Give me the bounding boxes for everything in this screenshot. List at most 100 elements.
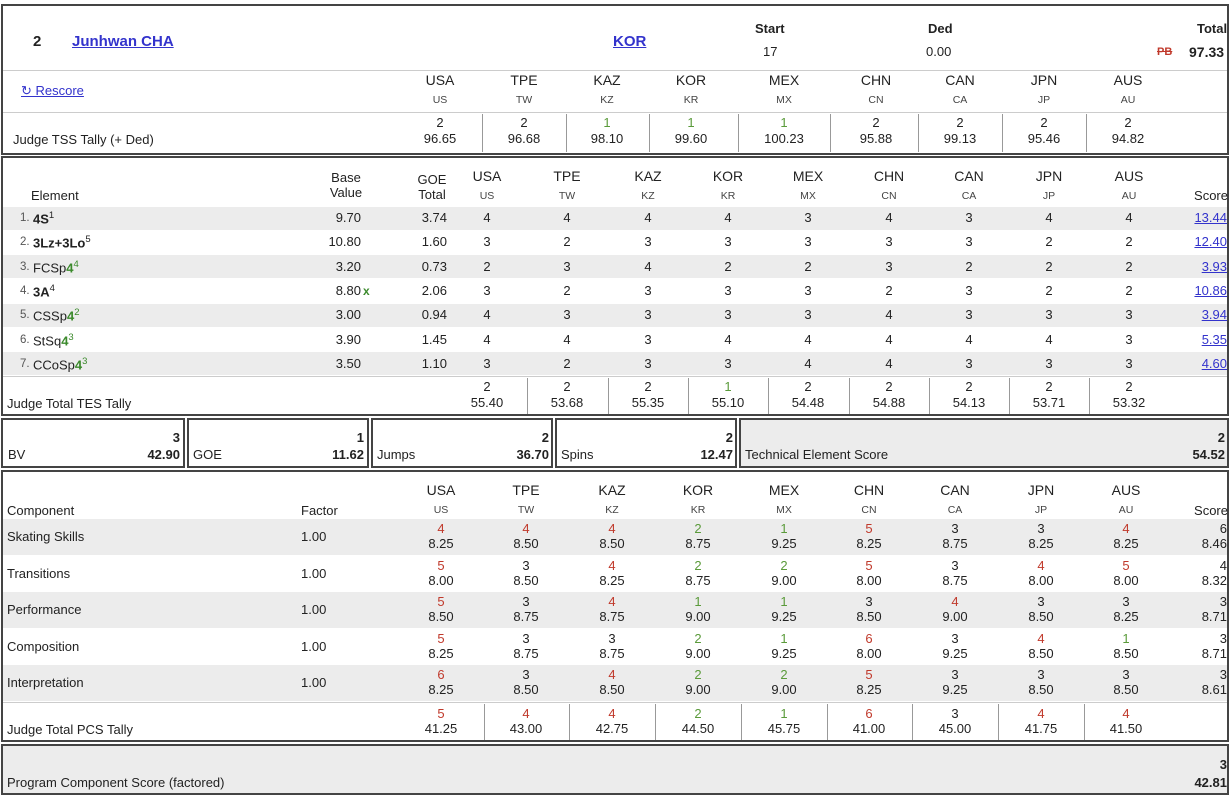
- elements-panel: Element Base Value GOE Total Score USA US…: [1, 156, 1229, 416]
- skater-nation-link[interactable]: KOR: [613, 33, 647, 50]
- element-num: 2.: [20, 236, 30, 249]
- el-judge-country-mx: MEX: [792, 168, 824, 184]
- element-judge-goe: 3: [804, 282, 812, 298]
- component-judge-rank: 6: [437, 667, 445, 683]
- el-judge-country-jp: JPN: [1035, 168, 1063, 184]
- element-score-link[interactable]: 3.94: [1201, 307, 1227, 323]
- element-judge-goe: 2: [1045, 234, 1053, 250]
- element-judge-goe: 3: [563, 307, 571, 323]
- element-score-link[interactable]: 13.44: [1194, 210, 1227, 225]
- element-code: CCoSp43: [33, 356, 87, 372]
- element-score-link[interactable]: 5.35: [1201, 331, 1227, 347]
- component-judge-mark: 8.25: [428, 536, 454, 551]
- el-judge-country-us: USA: [472, 168, 502, 184]
- el-judge-code-us: US: [479, 190, 495, 202]
- element-judge-goe: 3: [965, 234, 973, 250]
- judge-code-tw: TW: [515, 94, 533, 106]
- el-judge-code-jp: JP: [1042, 190, 1056, 202]
- element-score-link[interactable]: 4.60: [1201, 355, 1227, 371]
- skater-rank: 2: [33, 33, 42, 50]
- element-code: 4S1: [33, 210, 54, 226]
- component-judge-rank: 1: [1122, 630, 1130, 646]
- tes-value: 53.32: [1112, 395, 1146, 410]
- element-judge-goe: 3: [804, 210, 812, 225]
- ded-value: 0.00: [926, 44, 952, 59]
- tes-divider: [1089, 378, 1090, 414]
- element-goe: 1.60: [421, 234, 447, 250]
- el-judge-code-kz: KZ: [641, 190, 655, 202]
- component-judge-rank: 6: [865, 630, 873, 646]
- tes-rank: 2: [644, 379, 652, 394]
- pc-judge-code-au: AU: [1118, 504, 1134, 516]
- element-judge-goe: 4: [885, 307, 893, 323]
- component-judge-rank: 4: [608, 594, 616, 610]
- pb-badge: PB: [1157, 46, 1173, 58]
- element-judge-goe: 3: [1045, 307, 1053, 323]
- tss-rank: 2: [872, 115, 880, 130]
- element-num: 4.: [20, 284, 30, 297]
- tss-rank: 2: [436, 115, 444, 130]
- rescore-link[interactable]: ↻ Rescore: [21, 83, 84, 98]
- jumps-value: 36.70: [516, 447, 549, 462]
- element-judge-goe: 4: [483, 210, 491, 225]
- element-code: 3A4: [33, 283, 55, 299]
- component-judge-rank: 4: [608, 521, 616, 536]
- judge-code-cn: CN: [868, 94, 884, 106]
- bv-rank: 3: [172, 430, 180, 445]
- element-judge-goe: 3: [1045, 355, 1053, 371]
- element-level: 4: [61, 332, 69, 348]
- tes-rank: 2: [804, 379, 812, 394]
- judge-country-au: AUS: [1113, 72, 1143, 88]
- component-score-rank: 3: [1219, 630, 1227, 646]
- goe-value: 11.62: [332, 447, 364, 462]
- skater-name-link[interactable]: Junhwan CHA: [72, 33, 174, 50]
- start-value: 17: [763, 44, 778, 59]
- component-judge-mark: 8.75: [685, 536, 711, 551]
- element-score-link[interactable]: 10.86: [1194, 282, 1227, 298]
- judge-country-us: USA: [425, 72, 455, 88]
- jumps-label: Jumps: [377, 447, 416, 462]
- component-judge-mark: 8.75: [513, 645, 539, 661]
- tes-tally-label: Judge Total TES Tally: [7, 396, 132, 411]
- tss-value: 98.10: [590, 131, 624, 146]
- el-judge-code-cn: CN: [881, 190, 897, 202]
- element-bonus-x: x: [363, 283, 370, 298]
- component-judge-mark: 8.50: [856, 609, 882, 625]
- component-judge-mark: 8.25: [1028, 536, 1054, 551]
- component-judge-mark: 8.50: [1113, 682, 1139, 698]
- element-score-link[interactable]: 3.93: [1201, 258, 1227, 274]
- tes-rank: 2: [1125, 379, 1133, 394]
- total-value: 97.33: [1189, 44, 1225, 60]
- element-score-link[interactable]: 12.40: [1194, 234, 1227, 250]
- pcs-rank: 6: [865, 706, 873, 721]
- tes-value: 53.71: [1032, 395, 1066, 410]
- element-footnote: 3: [82, 355, 88, 367]
- pc-judge-country-tw: TPE: [512, 482, 540, 498]
- element-num: 3.: [20, 260, 30, 273]
- component-judge-rank: 1: [780, 521, 788, 536]
- pc-judge-code-kr: KR: [690, 504, 706, 516]
- component-score: 8.61: [1201, 682, 1227, 698]
- component-judge-mark: 8.00: [856, 645, 882, 661]
- spins-rank: 2: [725, 430, 733, 445]
- component-judge-rank: 3: [1122, 667, 1130, 683]
- pc-judge-code-cn: CN: [861, 504, 877, 516]
- tss-rank: 2: [956, 115, 964, 130]
- component-judge-mark: 8.50: [1028, 682, 1054, 698]
- el-judge-country-au: AUS: [1114, 168, 1144, 184]
- element-judge-goe: 2: [563, 355, 571, 371]
- component-judge-mark: 8.25: [1113, 609, 1139, 625]
- component-judge-mark: 9.25: [771, 536, 797, 551]
- element-judge-goe: 2: [965, 258, 973, 274]
- element-judge-goe: 2: [1045, 282, 1053, 298]
- component-factor: 1.00: [301, 565, 327, 581]
- component-judge-mark: 9.25: [771, 609, 797, 625]
- judge-country-mx: MEX: [768, 72, 800, 88]
- ded-label: Ded: [928, 21, 953, 36]
- pc-judge-country-ca: CAN: [940, 482, 970, 498]
- element-judge-goe: 3: [644, 234, 652, 250]
- tss-divider: [737, 114, 739, 152]
- component-judge-mark: 9.00: [685, 609, 711, 625]
- element-name: CSSp: [33, 308, 67, 324]
- element-footnote: 2: [74, 307, 80, 319]
